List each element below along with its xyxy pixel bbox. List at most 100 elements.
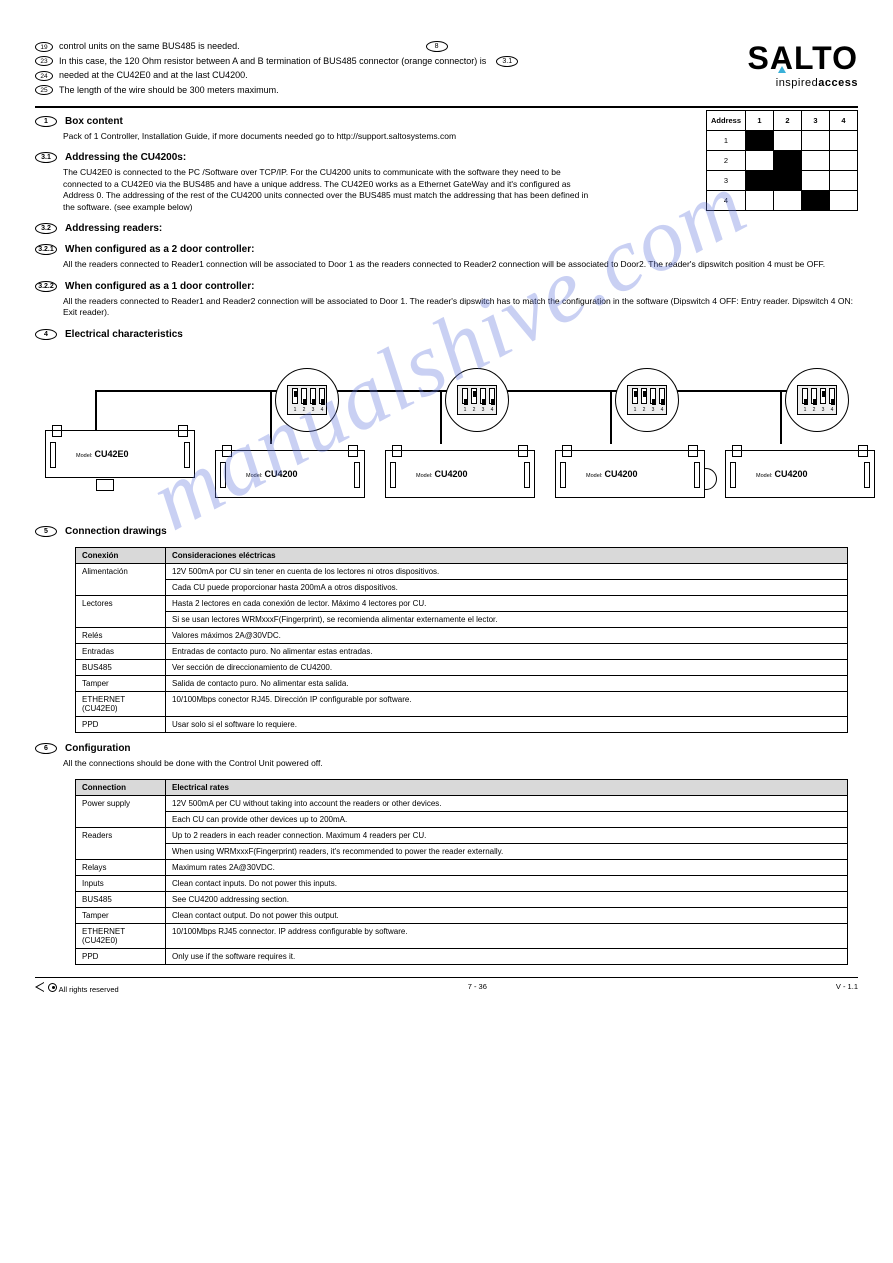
dip-switch-bubble: 1234 [275, 368, 339, 432]
section-title-text: Configuration [65, 743, 131, 754]
logo-main: SALTO [748, 40, 858, 77]
table-cell: Clean contact inputs. Do not power this … [166, 876, 848, 892]
bus-drop [610, 390, 612, 444]
table-cell: 12V 500mA per CU without taking into acc… [166, 796, 848, 812]
bus-drop [780, 390, 782, 444]
brand-logo: SALTO inspiredaccess [748, 40, 858, 89]
page-header: 19 control units on the same BUS485 is n… [35, 40, 858, 108]
section-num: 6 [35, 743, 57, 754]
table-cell: PPD [76, 949, 166, 965]
section-num: 3.1 [35, 152, 57, 163]
table-cell: Entradas [76, 643, 166, 659]
section-title-text: Box content [65, 116, 123, 127]
anchor-oval: 8 [426, 41, 448, 52]
table-cell: See CU4200 addressing section. [166, 892, 848, 908]
module-label: Model: CU42E0 [76, 449, 129, 459]
section-body: The CU42E0 is connected to the PC /Softw… [63, 167, 593, 213]
ethernet-icon [96, 479, 114, 491]
dip-switch-bubble: 1234 [615, 368, 679, 432]
legend-cell: 4 [706, 191, 745, 211]
bus-drop [270, 390, 272, 444]
legend-cell: 2 [706, 151, 745, 171]
bus-drop [440, 390, 442, 444]
module-slave: Model: CU4200 [215, 450, 365, 498]
legend-cell: 1 [706, 131, 745, 151]
table-cell: Relays [76, 860, 166, 876]
table-header: Conexión [76, 547, 166, 563]
section-title-text: Addressing readers: [65, 223, 162, 234]
table-cell: When using WRMxxxF(Fingerprint) readers,… [166, 844, 848, 860]
section-addressing-readers: 3.2 Addressing readers: [35, 223, 858, 234]
table-cell: Inputs [76, 876, 166, 892]
table-header: Connection [76, 780, 166, 796]
back-icon [35, 982, 44, 992]
table-cell: Hasta 2 lectores en cada conexión de lec… [166, 595, 848, 611]
table-cell: Tamper [76, 908, 166, 924]
section-num: 3.2.2 [35, 281, 57, 292]
table-cell: PPD [76, 716, 166, 732]
line-marker: 23 [35, 56, 53, 66]
table-cell: 12V 500mA por CU sin tener en cuenta de … [166, 563, 848, 579]
section-num: 3.2.1 [35, 244, 57, 255]
table-cell: BUS485 [76, 892, 166, 908]
section-num: 1 [35, 116, 57, 127]
table-cell: Ver sección de direccionamiento de CU420… [166, 659, 848, 675]
footer-version: V - 1.1 [836, 982, 858, 994]
header-text-block: 19 control units on the same BUS485 is n… [35, 40, 748, 98]
table-cell: ETHERNET (CU42E0) [76, 924, 166, 949]
header-line: control units on the same BUS485 is need… [59, 40, 240, 54]
section-body: All the readers connected to Reader1 and… [63, 296, 858, 319]
module-master: Model: CU42E0 [45, 430, 195, 478]
section-drawings: 5Connection drawings [35, 526, 858, 537]
section-electrical: 4 Electrical characteristics [35, 329, 858, 340]
table-cell: BUS485 [76, 659, 166, 675]
page-anchor: 8 [426, 41, 448, 52]
table-cell: Up to 2 readers in each reader connectio… [166, 828, 848, 844]
table-cell: Cada CU puede proporcionar hasta 200mA a… [166, 579, 848, 595]
header-line: The length of the wire should be 300 met… [59, 84, 279, 98]
logo-tagline: inspiredaccess [748, 77, 858, 89]
table-cell: Only use if the software requires it. [166, 949, 848, 965]
section-num: 3.2 [35, 223, 57, 234]
module-slave: Model: CU4200 [385, 450, 535, 498]
section-num: 4 [35, 329, 57, 340]
footer-left: All rights reserved [35, 982, 119, 994]
section-body: All the connections should be done with … [63, 758, 858, 769]
table-cell: Si se usan lectores WRMxxxF(Fingerprint)… [166, 611, 848, 627]
line-marker: 24 [35, 71, 53, 81]
bus-diagram: Model: CU42E0 Model: CU4200 1234 Model: CU… [35, 350, 858, 520]
section-title-text: When configured as a 2 door controller: [65, 244, 254, 255]
page-footer: All rights reserved 7 - 36 V - 1.1 [35, 977, 858, 994]
section-1door: 3.2.2When configured as a 1 door control… [35, 281, 858, 319]
section-title-text: Addressing the CU4200s: [65, 152, 186, 163]
table-cell: 10/100Mbps RJ45 connector. IP address co… [166, 924, 848, 949]
table-cell: Entradas de contacto puro. No alimentar … [166, 643, 848, 659]
section-title-text: Electrical characteristics [65, 329, 183, 340]
table-header: Electrical rates [166, 780, 848, 796]
dip-switch-bubble: 1234 [445, 368, 509, 432]
line-marker: 25 [35, 85, 53, 95]
table-cell: Tamper [76, 675, 166, 691]
legend-header: 2 [774, 111, 802, 131]
page-anchor: 3.1 [496, 56, 518, 67]
table-electrical-en: ConnectionElectrical rates Power supply1… [75, 779, 848, 965]
footer-page: 7 - 36 [468, 982, 487, 994]
line-marker: 19 [35, 42, 53, 52]
legend-header: 4 [830, 111, 858, 131]
table-cell: Usar solo si el software lo requiere. [166, 716, 848, 732]
legend-header: Address [706, 111, 745, 131]
table-cell: Lectores [76, 595, 166, 627]
section-title-text: Connection drawings [65, 526, 167, 537]
record-icon [48, 983, 57, 992]
table-cell: Power supply [76, 796, 166, 828]
table-cell: Readers [76, 828, 166, 860]
table-cell: Clean contact output. Do not power this … [166, 908, 848, 924]
table-cell: Salida de contacto puro. No alimentar es… [166, 675, 848, 691]
anchor-oval: 3.1 [496, 56, 518, 67]
table-cell: Maximum rates 2A@30VDC. [166, 860, 848, 876]
table-cell: Alimentación [76, 563, 166, 595]
legend-header: 1 [746, 111, 774, 131]
module-slave: Model: CU4200 [725, 450, 875, 498]
section-2door: 3.2.1 When configured as a 2 door control… [35, 244, 858, 270]
table-header: Consideraciones eléctricas [166, 547, 848, 563]
